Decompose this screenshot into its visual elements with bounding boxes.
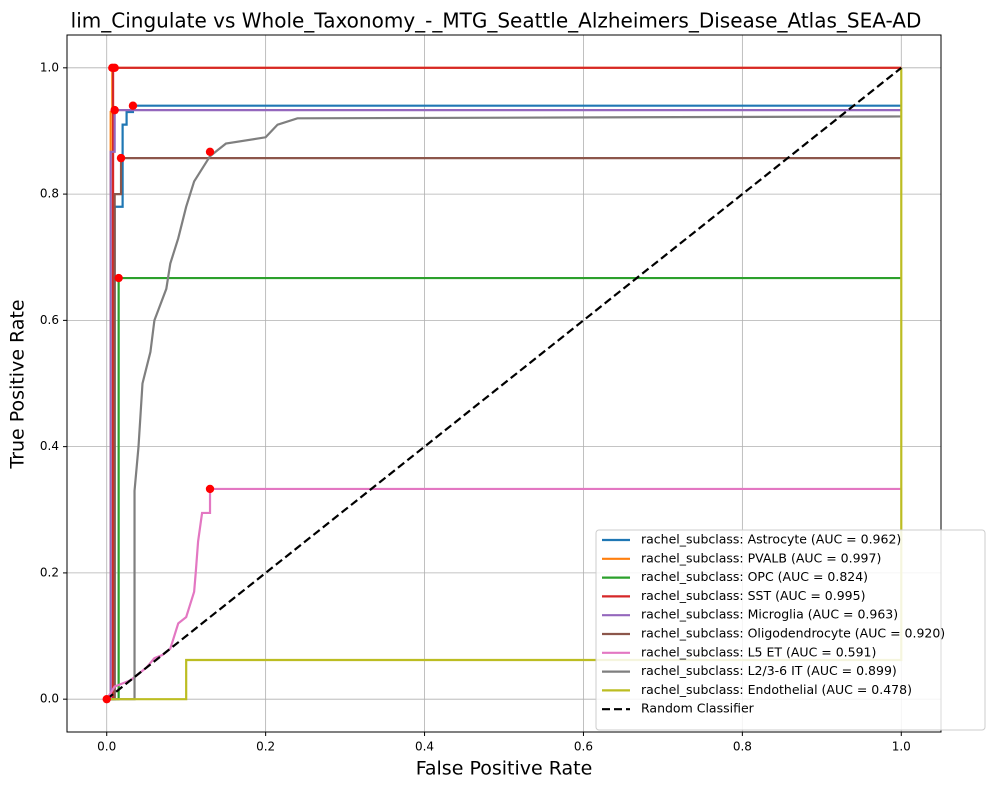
y-tick-label: 1.0 — [40, 60, 59, 74]
legend-box — [595, 529, 986, 731]
x-tick-label: 0.2 — [256, 740, 275, 754]
x-tick-label: 0.4 — [415, 740, 434, 754]
x-axis-label: False Positive Rate — [416, 758, 593, 780]
threshold-point — [110, 105, 119, 115]
roc-line — [106, 67, 903, 701]
threshold-point — [114, 273, 123, 283]
x-tick-label: 0.0 — [97, 740, 116, 754]
roc-line — [106, 115, 902, 701]
threshold-point — [110, 63, 119, 73]
legend-label: Random Classifier — [641, 701, 755, 716]
legend: rachel_subclass: Astrocyte (AUC = 0.962)… — [595, 529, 986, 731]
legend-label: rachel_subclass: Microglia (AUC = 0.963) — [641, 607, 898, 622]
x-tick-label: 1.0 — [892, 740, 911, 754]
y-tick-label: 0.2 — [40, 565, 59, 579]
legend-label: rachel_subclass: SST (AUC = 0.995) — [641, 588, 865, 603]
legend-label: rachel_subclass: OPC (AUC = 0.824) — [641, 569, 868, 584]
y-tick-label: 0.0 — [40, 692, 59, 706]
y-tick-label: 0.4 — [40, 439, 59, 453]
threshold-point — [102, 694, 111, 704]
legend-label: rachel_subclass: Astrocyte (AUC = 0.962) — [641, 532, 901, 547]
y-tick-label: 0.8 — [40, 187, 59, 201]
roc-line — [106, 66, 902, 701]
threshold-point — [116, 153, 126, 163]
threshold-point — [205, 484, 215, 494]
legend-label: rachel_subclass: Oligodendrocyte (AUC = … — [641, 626, 945, 641]
x-tick-label: 0.6 — [574, 740, 593, 754]
threshold-point — [205, 147, 215, 156]
y-tick-label: 0.6 — [40, 313, 59, 327]
axes-frame — [66, 34, 942, 733]
roc-line — [105, 487, 902, 700]
legend-label: rachel_subclass: L5 ET (AUC = 0.591) — [641, 644, 876, 659]
y-axis-label: True Positive Rate — [7, 299, 29, 469]
legend-label: rachel_subclass: PVALB (AUC = 0.997) — [641, 550, 881, 565]
legend-label: rachel_subclass: L2/3-6 IT (AUC = 0.899) — [641, 663, 897, 678]
threshold-point — [128, 101, 138, 110]
chart-title: lim_Cingulate vs Whole_Taxonomy_-_MTG_Se… — [71, 9, 922, 33]
x-tick-label: 0.8 — [733, 740, 752, 754]
legend-label: rachel_subclass: Endothelial (AUC = 0.47… — [641, 682, 912, 697]
